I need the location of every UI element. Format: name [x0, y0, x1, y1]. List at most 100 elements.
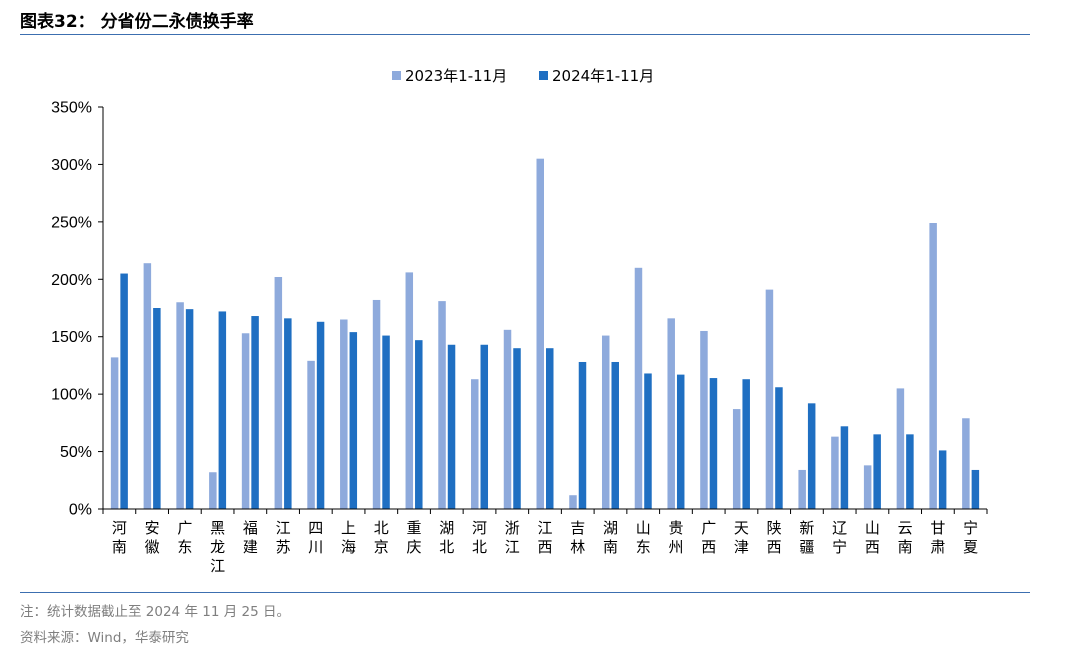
x-tick-label: 江西 [537, 519, 552, 556]
bar-2023 [438, 301, 446, 509]
bar-2023 [929, 223, 937, 509]
y-tick-label: 200% [51, 272, 92, 289]
bar-2023 [209, 472, 217, 509]
bar-2024 [742, 379, 750, 509]
source-note: 资料来源：Wind，华泰研究 [20, 630, 189, 646]
bar-2024 [676, 374, 685, 509]
bar-2024 [807, 403, 816, 509]
y-tick-label: 250% [51, 214, 92, 231]
y-tick-label: 0% [69, 502, 92, 519]
y-tick-label: 50% [60, 444, 92, 461]
x-tick-label: 黑龙江 [210, 519, 225, 575]
bar-2024 [316, 321, 325, 509]
chart-legend: 2023年1-11月 2024年1-11月 [392, 67, 654, 85]
x-tick-label: 湖南 [603, 519, 618, 556]
bar-2024 [578, 361, 587, 509]
x-tick-label: 云南 [898, 519, 913, 556]
bar-2023 [372, 299, 381, 509]
x-tick-label: 湖北 [439, 519, 454, 556]
bottom-divider [20, 592, 1030, 593]
bar-2024 [611, 361, 619, 509]
x-tick-label: 福建 [243, 519, 258, 556]
bar-2024 [840, 426, 849, 509]
x-tick-label: 甘肃 [930, 519, 945, 556]
bar-2024 [546, 348, 554, 509]
y-tick-label: 100% [51, 387, 92, 404]
x-tick-label: 四川 [308, 519, 323, 556]
legend-swatch [539, 71, 548, 80]
y-tick-label: 150% [51, 329, 92, 346]
x-tick-label: 吉林 [570, 519, 585, 556]
bar-2023 [471, 379, 479, 509]
x-tick-label: 宁夏 [963, 519, 978, 556]
bar-2024 [284, 318, 292, 509]
bar-2024 [218, 311, 227, 509]
x-tick-label: 天津 [734, 519, 749, 556]
bar-2023 [700, 330, 708, 509]
x-tick-label: 广西 [701, 519, 716, 556]
bar-2023 [634, 267, 643, 509]
top-divider [20, 34, 1030, 35]
bar-2024 [447, 344, 456, 509]
bar-2023 [569, 495, 577, 509]
bar-2023 [667, 318, 675, 509]
bar-chart: 2023年1-11月 2024年1-11月 0% 50% 100% 150% 200% 25… [51, 67, 988, 575]
bar-2023 [241, 333, 250, 509]
bar-2023 [110, 357, 119, 509]
bar-2024 [513, 348, 521, 509]
bar-2023 [798, 469, 806, 509]
legend-swatch [392, 71, 401, 80]
y-axis: 0% 50% 100% 150% 200% 250% 300% 350% [51, 100, 104, 519]
x-tick-label: 山西 [865, 519, 880, 556]
legend-label: 2023年1-11月 [405, 67, 507, 85]
bar-2024 [153, 308, 161, 509]
bar-2024 [938, 450, 947, 509]
legend-label: 2024年1-11月 [552, 67, 654, 85]
bar-2024 [251, 316, 259, 509]
x-tick-label: 江苏 [276, 519, 291, 556]
bar-2024 [120, 273, 128, 509]
bar-2024 [480, 344, 489, 509]
bar-2024 [185, 309, 194, 509]
bar-2024 [415, 340, 423, 509]
bar-2024 [349, 332, 358, 509]
bar-2024 [873, 434, 881, 509]
bar-2023 [962, 418, 970, 509]
bar-2023 [176, 302, 184, 509]
bar-2023 [503, 329, 512, 509]
bar-2024 [775, 387, 783, 509]
bar-2023 [896, 388, 905, 509]
y-tick-label: 350% [51, 100, 92, 117]
x-tick-label: 陕西 [767, 519, 782, 556]
x-tick-label: 辽宁 [832, 519, 847, 556]
x-tick-label: 山东 [636, 519, 651, 556]
x-tick-label: 广东 [177, 519, 192, 556]
bar-2023 [536, 158, 544, 509]
x-tick-label: 重庆 [407, 519, 422, 556]
y-tick-label: 300% [51, 157, 92, 174]
x-tick-label: 河北 [472, 519, 487, 556]
bar-2024 [644, 373, 652, 509]
x-tick-label: 安徽 [145, 519, 160, 556]
bar-2024 [709, 378, 718, 509]
x-tick-label: 上海 [341, 519, 356, 556]
footnote: 注：统计数据截止至 2024 年 11 月 25 日。 [20, 604, 290, 620]
x-tick-label: 新疆 [799, 519, 814, 556]
bar-2023 [765, 289, 774, 509]
x-tick-label: 北京 [374, 519, 389, 556]
x-tick-label: 贵州 [668, 519, 683, 556]
bar-2023 [143, 263, 152, 509]
bar-2023 [307, 360, 315, 509]
bar-2023 [863, 465, 872, 509]
bar-2023 [274, 276, 283, 509]
bar-2023 [831, 436, 839, 509]
figure-title: 图表32： 分省份二永债换手率 [20, 12, 254, 32]
x-tick-label: 河南 [112, 519, 127, 556]
bar-2023 [601, 335, 610, 509]
bar-2023 [405, 272, 414, 509]
bar-series [110, 158, 980, 509]
bar-2023 [340, 319, 348, 509]
bar-2023 [732, 409, 741, 509]
x-tick-label: 浙江 [505, 519, 520, 556]
